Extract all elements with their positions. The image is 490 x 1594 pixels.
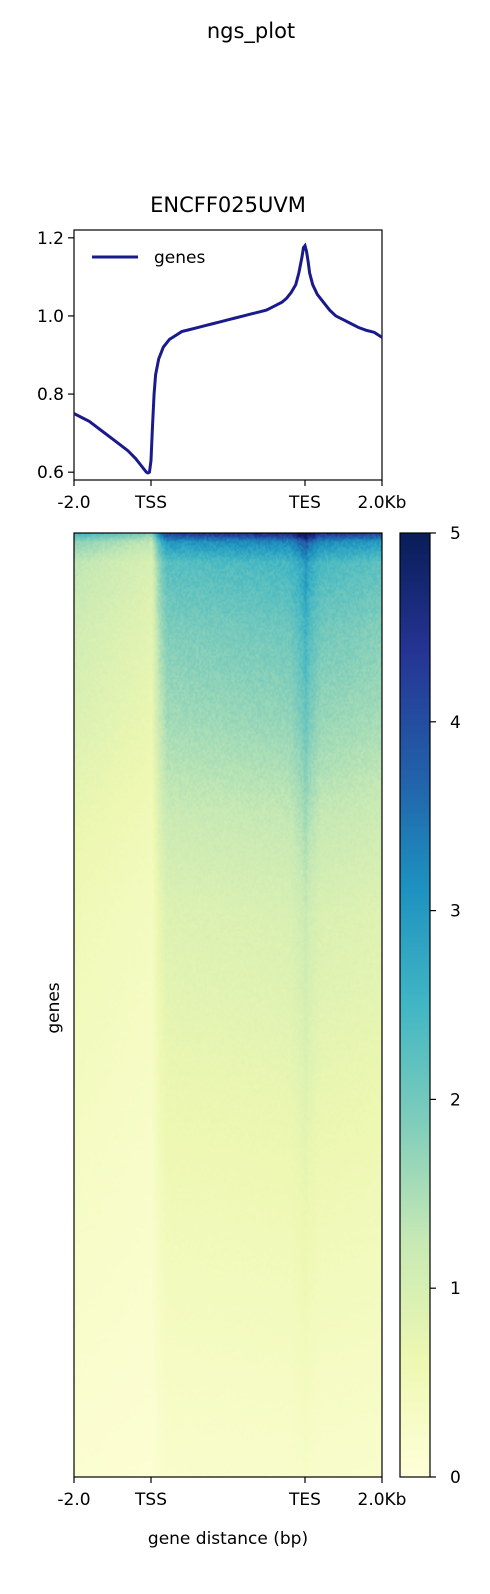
profile-legend: genes — [92, 248, 205, 268]
profile-y-tick-label-1: 0.8 — [37, 385, 64, 405]
figure-title: ngs_plot — [207, 19, 295, 44]
profile-y-tick-label-3: 1.2 — [37, 229, 64, 249]
profile-x-tick-label-0: -2.0 — [57, 493, 90, 513]
profile-x-ticks: -2.0 TSS TES 2.0Kb — [57, 480, 406, 513]
profile-y-tick-label-2: 1.0 — [37, 307, 64, 327]
colorbar-tick-label-2: 2 — [450, 1090, 461, 1110]
heatmap-x-ticks: -2.0 TSS TES 2.0Kb — [57, 1477, 406, 1510]
profile-title: ENCFF025UVM — [150, 193, 306, 217]
series-line-genes — [73, 242, 383, 475]
colorbar-tick-label-1: 1 — [450, 1279, 461, 1299]
heatmap-axes-frame — [73, 532, 383, 1478]
colorbar-ticks: 0 1 2 3 4 5 — [430, 524, 461, 1488]
colorbar-tick-label-3: 3 — [450, 902, 461, 922]
colorbar-tick-label-4: 4 — [450, 713, 461, 733]
heatmap-x-tick-label-0: -2.0 — [57, 1490, 90, 1510]
heatmap-x-tick-label-2: TES — [288, 1490, 321, 1510]
colorbar-tick-label-0: 0 — [450, 1468, 461, 1488]
heatmap-y-axis-label: genes — [44, 982, 64, 1033]
profile-x-tick-label-3: 2.0Kb — [358, 493, 407, 513]
heatmap-x-tick-label-3: 2.0Kb — [358, 1490, 407, 1510]
profile-x-tick-label-2: TES — [288, 493, 321, 513]
heatmap-image — [74, 533, 382, 1477]
profile-y-ticks: 0.6 0.8 1.0 1.2 — [37, 229, 74, 483]
colorbar-gradient — [400, 533, 430, 1477]
heatmap-x-tick-label-1: TSS — [134, 1490, 167, 1510]
legend-label-genes: genes — [154, 248, 205, 268]
heatmap-plot: -2.0 TSS TES 2.0Kb gene distance (bp) genes — [44, 532, 406, 1549]
heatmap-x-axis-label: gene distance (bp) — [148, 1529, 308, 1549]
colorbar: 0 1 2 3 4 5 — [399, 524, 461, 1488]
profile-axes-frame — [73, 229, 383, 481]
profile-x-tick-label-1: TSS — [134, 493, 167, 513]
profile-y-tick-label-0: 0.6 — [37, 463, 64, 483]
colorbar-tick-label-5: 5 — [450, 524, 461, 544]
colorbar-frame — [399, 532, 431, 1478]
profile-plot: ENCFF025UVM 0.6 0.8 1.0 1.2 -2.0 TSS TES 2.0Kb… — [37, 193, 407, 513]
